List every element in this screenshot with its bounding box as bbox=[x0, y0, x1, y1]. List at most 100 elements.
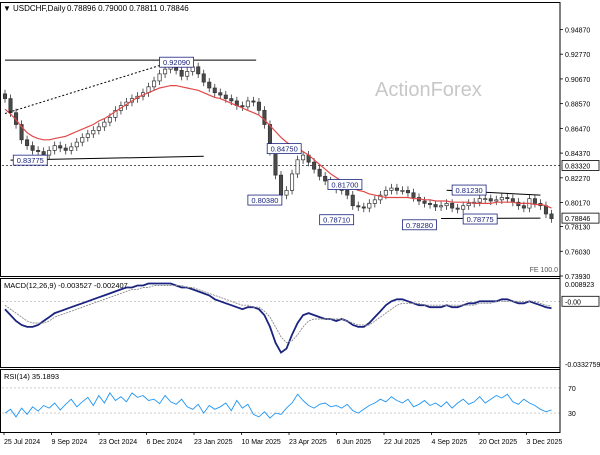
price-axis-label: 0.73930 bbox=[565, 274, 590, 281]
price-axis-label: 0.76030 bbox=[565, 249, 590, 256]
candle-body bbox=[401, 190, 404, 191]
price-label: 0.78280 bbox=[402, 220, 436, 230]
candle-body bbox=[533, 199, 536, 204]
candle-body bbox=[362, 207, 365, 208]
candle-body bbox=[3, 94, 6, 99]
candle-body bbox=[25, 140, 28, 146]
candle-body bbox=[357, 206, 360, 207]
candle-body bbox=[484, 199, 487, 200]
candle-body bbox=[384, 190, 387, 195]
price-label: 0.78775 bbox=[463, 214, 497, 224]
price-axis-label: 0.94870 bbox=[565, 27, 590, 34]
candle-body bbox=[230, 99, 233, 101]
candle-body bbox=[92, 130, 95, 134]
price-label: 0.81230 bbox=[452, 185, 486, 195]
candle-body bbox=[241, 106, 244, 107]
candle-body bbox=[423, 201, 426, 203]
candle-body bbox=[197, 67, 200, 74]
candle-body bbox=[274, 152, 277, 176]
candle-body bbox=[185, 72, 188, 77]
price-label-text: 0.92090 bbox=[163, 58, 190, 67]
candle-body bbox=[36, 150, 39, 151]
macd-current-text: -0.00 bbox=[565, 299, 581, 306]
x-axis-label: 6 Jun 2025 bbox=[337, 439, 372, 446]
candle-body bbox=[53, 146, 56, 151]
candle-body bbox=[70, 147, 73, 151]
candle-body bbox=[180, 70, 183, 76]
candle-body bbox=[246, 101, 249, 107]
candle-body bbox=[152, 81, 155, 87]
x-axis-label: 23 Apr 2025 bbox=[289, 439, 327, 446]
candle-body bbox=[285, 190, 288, 195]
collapse-arrow-icon[interactable]: ▼ bbox=[3, 4, 11, 13]
price-label-text: 0.81700 bbox=[331, 181, 358, 190]
candle-body bbox=[290, 174, 293, 190]
candle-body bbox=[252, 101, 255, 102]
price-label-text: 0.84750 bbox=[271, 145, 298, 154]
x-axis-label: 3 Dec 2025 bbox=[527, 439, 563, 446]
rsi-axis-label: 70 bbox=[568, 386, 576, 393]
candle-body bbox=[296, 160, 299, 174]
price-axis-bg bbox=[560, 2, 600, 276]
candle-body bbox=[489, 199, 492, 201]
macd-label: MACD(12,26,9) -0.003527 -0.002407 bbox=[4, 281, 128, 290]
candle-body bbox=[97, 127, 100, 131]
price-label: 0.92090 bbox=[160, 57, 194, 67]
price-axis-label: 0.92770 bbox=[565, 52, 590, 59]
candle-body bbox=[445, 203, 448, 205]
symbol-label: USDCHF,Daily bbox=[13, 4, 65, 13]
rsi-axis-label: 30 bbox=[568, 411, 576, 418]
candle-body bbox=[450, 203, 453, 208]
candle-body bbox=[544, 206, 547, 214]
price-axis-label: 0.82270 bbox=[565, 176, 590, 183]
candle-body bbox=[257, 102, 260, 110]
price-label: 0.83775 bbox=[13, 155, 47, 165]
x-axis-label: 9 Sep 2024 bbox=[52, 439, 88, 446]
candle-body bbox=[312, 162, 315, 169]
price-label: 0.78710 bbox=[320, 215, 354, 225]
fe-annotation: FE 100.0 bbox=[530, 267, 559, 274]
macd-axis-label: -0.0332759 bbox=[565, 362, 600, 369]
candle-body bbox=[390, 188, 393, 190]
macd-axis-label: 0.008923 bbox=[565, 282, 594, 289]
x-axis-label: 6 Dec 2024 bbox=[147, 439, 183, 446]
macd-current-tag: -0.00 bbox=[562, 296, 599, 306]
candle-body bbox=[279, 175, 282, 195]
price-axis-label: 0.84370 bbox=[565, 151, 590, 158]
price-axis-label: 0.88570 bbox=[565, 102, 590, 109]
candle-body bbox=[406, 190, 409, 192]
price-label-text: 0.83775 bbox=[17, 156, 44, 165]
price-label-text: 0.80380 bbox=[251, 196, 278, 205]
level-tag: 0.83320 bbox=[562, 160, 599, 170]
candle-body bbox=[219, 93, 222, 95]
candle-body bbox=[522, 206, 525, 208]
price-axis-label: 0.86470 bbox=[565, 126, 590, 133]
candle-body bbox=[301, 155, 304, 160]
candle-body bbox=[351, 195, 354, 206]
candle-body bbox=[59, 146, 62, 148]
candle-body bbox=[31, 146, 34, 151]
price-label-text: 0.81230 bbox=[456, 186, 483, 195]
x-axis-label: 10 Mar 2025 bbox=[242, 439, 281, 446]
candle-body bbox=[323, 176, 326, 181]
x-axis-label: 4 Sep 2025 bbox=[432, 439, 468, 446]
candle-body bbox=[202, 74, 205, 82]
price-axis-label: 0.90670 bbox=[565, 77, 590, 84]
candle-body bbox=[412, 193, 415, 198]
rsi-label: RSI(14) 35.1893 bbox=[4, 372, 59, 381]
x-axis-label: 23 Jan 2025 bbox=[194, 439, 233, 446]
candle-body bbox=[318, 169, 321, 176]
candle-body bbox=[550, 214, 553, 219]
candle-body bbox=[500, 197, 503, 199]
candle-body bbox=[428, 203, 431, 204]
candle-body bbox=[224, 95, 227, 99]
candle-body bbox=[346, 190, 349, 195]
price-label-text: 0.78280 bbox=[406, 221, 433, 230]
current-price-tag: 0.78846 bbox=[562, 213, 599, 223]
candle-body bbox=[506, 197, 509, 198]
watermark: ActionForex bbox=[375, 79, 482, 101]
candle-body bbox=[208, 82, 211, 88]
candle-body bbox=[47, 150, 50, 155]
